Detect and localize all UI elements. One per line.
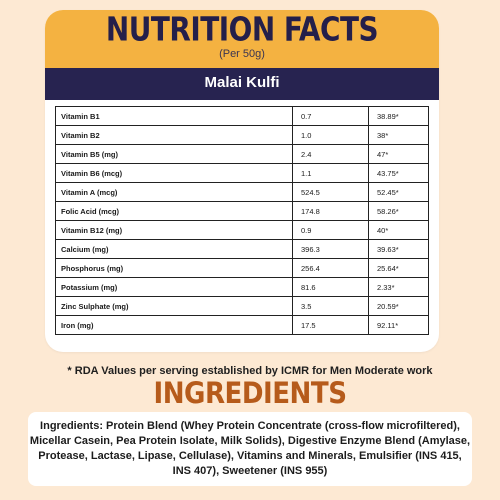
nutrient-rda: 38.89* [368, 106, 429, 126]
nutrition-title: NUTRITION FACTS [105, 11, 379, 49]
nutrient-name: Iron (mg) [55, 315, 293, 335]
nutrient-rda: 43.75* [368, 163, 429, 183]
nutrient-rda: 39.63* [368, 239, 429, 259]
nutrient-rda: 58.26* [368, 201, 429, 221]
nutrient-name: Vitamin B6 (mcg) [55, 163, 293, 183]
nutrient-rda: 38* [368, 125, 429, 145]
nutrient-name: Phosphorus (mg) [55, 258, 293, 278]
nutrient-rda: 92.11* [368, 315, 429, 335]
nutrient-amount: 3.5 [292, 296, 369, 316]
table-row: Vitamin B6 (mcg) 1.1 43.75* [55, 163, 429, 183]
nutrient-rda: 47* [368, 144, 429, 164]
nutrient-amount: 396.3 [292, 239, 369, 259]
nutrient-amount: 0.9 [292, 220, 369, 240]
nutrient-amount: 81.6 [292, 277, 369, 297]
nutrient-amount: 1.1 [292, 163, 369, 183]
rda-footnote: * RDA Values per serving established by … [67, 365, 433, 377]
nutrient-rda: 2.33* [368, 277, 429, 297]
product-name: Malai Kulfi [45, 68, 439, 100]
nutrient-name: Zinc Sulphate (mg) [55, 296, 293, 316]
table-row: Potassium (mg) 81.6 2.33* [55, 277, 429, 297]
nutrient-name: Folic Acid (mcg) [55, 201, 293, 221]
nutrient-name: Vitamin A (mcg) [55, 182, 293, 202]
ingredients-title: INGREDIENTS [153, 376, 347, 410]
nutrient-name: Vitamin B12 (mg) [55, 220, 293, 240]
table-row: Vitamin B2 1.0 38* [55, 125, 429, 145]
table-row: Folic Acid (mcg) 174.8 58.26* [55, 201, 429, 221]
nutrient-amount: 17.5 [292, 315, 369, 335]
table-row: Vitamin B5 (mg) 2.4 47* [55, 144, 429, 164]
nutrient-name: Vitamin B1 [55, 106, 293, 126]
serving-size: (Per 50g) [219, 48, 265, 60]
nutrient-rda: 20.59* [368, 296, 429, 316]
table-row: Phosphorus (mg) 256.4 25.64* [55, 258, 429, 278]
nutrient-name: Potassium (mg) [55, 277, 293, 297]
table-row: Zinc Sulphate (mg) 3.5 20.59* [55, 296, 429, 316]
nutrient-rda: 25.64* [368, 258, 429, 278]
nutrition-header: NUTRITION FACTS (Per 50g) [45, 10, 439, 68]
ingredients-box: Ingredients: Protein Blend (Whey Protein… [28, 412, 472, 486]
ingredients-text: Ingredients: Protein Blend (Whey Protein… [29, 420, 471, 477]
nutrition-card: NUTRITION FACTS (Per 50g) Malai Kulfi Vi… [45, 10, 439, 352]
nutrient-rda: 40* [368, 220, 429, 240]
nutrition-table: Vitamin B1 0.7 38.89* Vitamin B2 1.0 38* Vitam… [55, 106, 429, 335]
nutrient-amount: 2.4 [292, 144, 369, 164]
nutrient-amount: 256.4 [292, 258, 369, 278]
nutrient-name: Vitamin B2 [55, 125, 293, 145]
nutrient-name: Vitamin B5 (mg) [55, 144, 293, 164]
nutrient-amount: 524.5 [292, 182, 369, 202]
table-row: Vitamin A (mcg) 524.5 52.45* [55, 182, 429, 202]
table-row: Vitamin B12 (mg) 0.9 40* [55, 220, 429, 240]
nutrient-rda: 52.45* [368, 182, 429, 202]
nutrient-amount: 0.7 [292, 106, 369, 126]
table-row: Iron (mg) 17.5 92.11* [55, 315, 429, 335]
nutrient-name: Calcium (mg) [55, 239, 293, 259]
table-row: Calcium (mg) 396.3 39.63* [55, 239, 429, 259]
table-row: Vitamin B1 0.7 38.89* [55, 106, 429, 126]
nutrient-amount: 1.0 [292, 125, 369, 145]
nutrient-amount: 174.8 [292, 201, 369, 221]
